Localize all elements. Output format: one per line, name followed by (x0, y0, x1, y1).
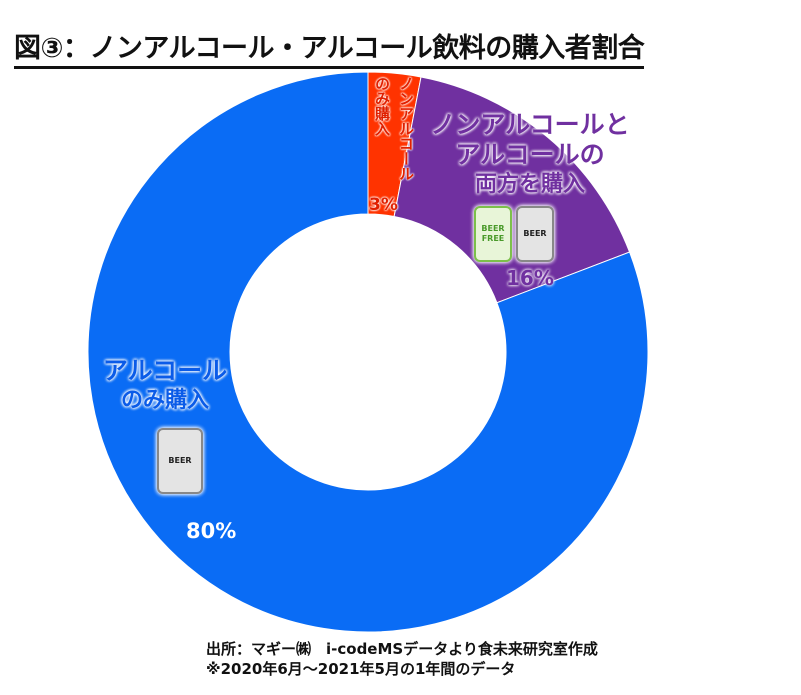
source-text: 出所：マギー㈱ i-codeMSデータより食未来研究室作成 (206, 640, 598, 658)
value-label-red: 3% (369, 195, 398, 215)
label-nonalcohol-only: ノンアルコール のみ購入 (370, 76, 420, 191)
label-line: ノンアルコールと (430, 110, 630, 139)
value-label-purple: 16% (506, 266, 554, 290)
source-note: 出所：マギー㈱ i-codeMSデータより食未来研究室作成 ※2020年6月～2… (206, 639, 598, 679)
chart-title: 図③：ノンアルコール・アルコール飲料の購入者割合 (14, 26, 645, 69)
donut-slice-2 (87, 71, 649, 633)
beer-can-icon: BEER (516, 206, 554, 262)
label-line: アルコールの (455, 140, 605, 169)
label-both: ノンアルコールと アルコールの 両方を購入 (425, 110, 635, 200)
label-line: のみ購入 (373, 76, 391, 136)
label-line: のみ購入 (120, 388, 209, 413)
donut-slice-1 (393, 76, 631, 304)
label-line: ノンアルコール (397, 76, 415, 181)
beer-can-icon: BEER (157, 428, 203, 494)
label-line: 両方を購入 (474, 172, 585, 197)
period-text: ※2020年6月～2021年5月の1年間のデータ (206, 660, 516, 678)
label-alcohol-only: アルコール のみ購入 (95, 356, 235, 416)
beer-free-can-icon: BEER FREE (474, 206, 512, 262)
label-line: アルコール (102, 356, 228, 385)
value-label-blue: 80% (186, 519, 237, 543)
